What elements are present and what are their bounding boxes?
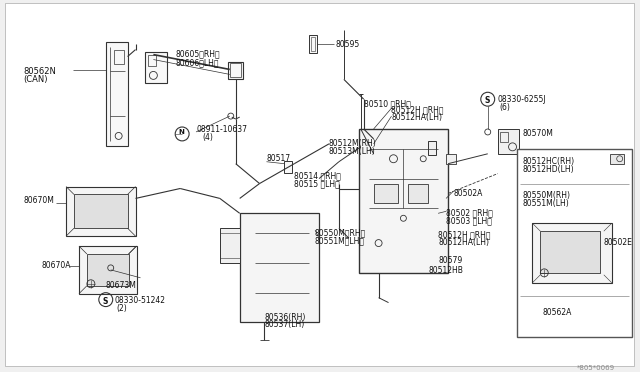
Text: 80670A: 80670A	[41, 261, 71, 270]
Text: 80551M〈LH〉: 80551M〈LH〉	[314, 236, 364, 245]
Bar	[309, 35, 317, 52]
Text: 08330-6255J: 08330-6255J	[498, 95, 547, 104]
Text: 80513M(LH): 80513M(LH)	[329, 147, 376, 156]
Bar	[106, 42, 127, 146]
Text: 80512HA(LH): 80512HA(LH)	[438, 238, 489, 247]
Text: 80550M(RH): 80550M(RH)	[522, 192, 570, 201]
Bar	[374, 183, 399, 203]
Text: 80502E: 80502E	[604, 238, 633, 247]
Bar	[408, 183, 428, 203]
Bar	[240, 213, 319, 323]
Text: 80562N: 80562N	[24, 67, 56, 77]
Text: (6): (6)	[500, 103, 511, 112]
Bar	[540, 231, 600, 273]
Text: 80512HB: 80512HB	[428, 266, 463, 275]
Text: 80514 〈RH〉: 80514 〈RH〉	[294, 171, 341, 181]
Bar	[500, 132, 508, 142]
Text: 80503 〈LH〉: 80503 〈LH〉	[446, 216, 492, 225]
Text: 80510 〈RH〉: 80510 〈RH〉	[364, 99, 411, 108]
Bar	[74, 195, 127, 228]
Text: 80512H 〈RH〉: 80512H 〈RH〉	[392, 105, 444, 114]
Text: 80551M(LH): 80551M(LH)	[522, 199, 569, 208]
Text: 80517: 80517	[266, 154, 291, 163]
Text: 80512HC(RH): 80512HC(RH)	[522, 157, 575, 166]
Text: (2): (2)	[116, 304, 127, 312]
Text: (4): (4)	[202, 133, 213, 142]
Bar	[145, 52, 167, 83]
Text: 80605〈RH〉: 80605〈RH〉	[175, 49, 220, 59]
Bar	[498, 129, 520, 154]
Text: 80606〈LH〉: 80606〈LH〉	[175, 58, 219, 68]
Text: 80670M: 80670M	[24, 196, 54, 205]
Text: 80512HA(LH): 80512HA(LH)	[392, 113, 442, 122]
Bar	[228, 61, 243, 79]
Text: 08911-10637: 08911-10637	[196, 125, 247, 134]
Bar	[428, 141, 436, 155]
Bar	[284, 161, 292, 173]
Text: 80512H 〈RH〉: 80512H 〈RH〉	[438, 230, 491, 239]
Text: 80512HD(LH): 80512HD(LH)	[522, 165, 574, 174]
Bar	[610, 154, 623, 164]
Bar	[79, 246, 136, 294]
Text: 80502 〈RH〉: 80502 〈RH〉	[446, 208, 493, 217]
Text: 80512M(RH): 80512M(RH)	[329, 139, 377, 148]
Bar	[311, 37, 315, 51]
Text: *805*0069: *805*0069	[577, 365, 615, 371]
Text: S: S	[484, 96, 490, 105]
Bar	[87, 254, 129, 286]
Text: 80673M: 80673M	[106, 281, 136, 290]
Text: 80562A: 80562A	[542, 308, 572, 317]
Bar	[148, 55, 156, 67]
Text: 80579: 80579	[438, 256, 462, 265]
Text: (CAN): (CAN)	[24, 76, 48, 84]
Bar	[66, 186, 136, 236]
Text: 80515 〈LH〉: 80515 〈LH〉	[294, 180, 340, 189]
Bar	[359, 129, 448, 273]
Bar	[114, 49, 124, 64]
Text: 08330-51242: 08330-51242	[115, 296, 166, 305]
Bar	[230, 64, 241, 77]
Text: 80595: 80595	[336, 40, 360, 49]
Text: 80536(RH): 80536(RH)	[264, 312, 306, 321]
Bar	[446, 154, 456, 164]
Text: 80550M〈RH〉: 80550M〈RH〉	[314, 228, 365, 237]
Bar	[518, 149, 632, 337]
Text: 80537(LH): 80537(LH)	[264, 320, 305, 330]
Text: 80570M: 80570M	[522, 129, 554, 138]
Bar	[220, 228, 240, 263]
Text: N: N	[178, 129, 184, 135]
Text: 80502A: 80502A	[453, 189, 483, 198]
Bar	[532, 223, 612, 283]
Text: S: S	[103, 296, 108, 306]
